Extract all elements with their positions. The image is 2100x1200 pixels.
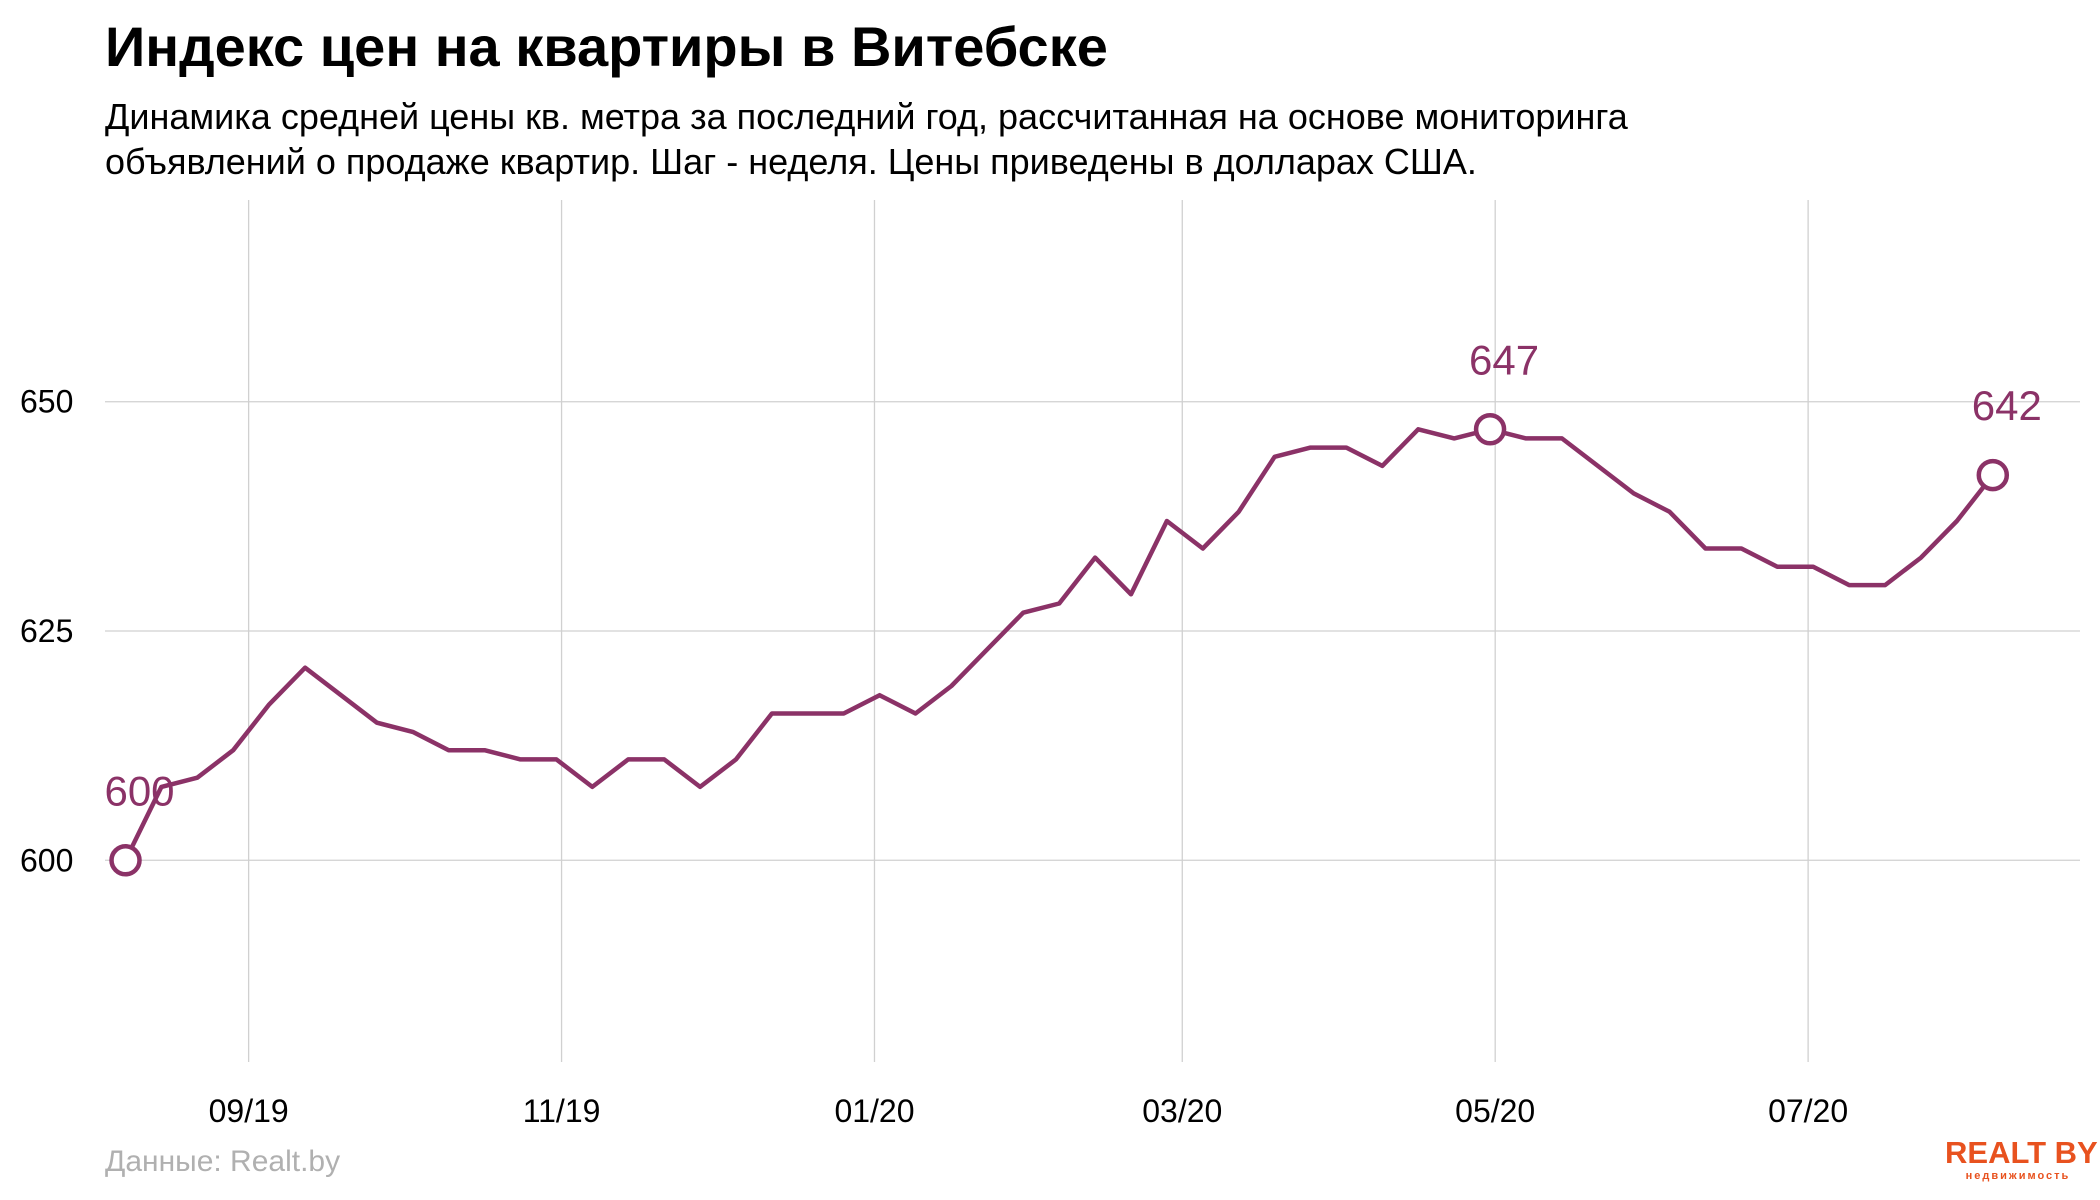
highlight-point — [109, 844, 142, 877]
annotation-layer: 600 647 642 — [104, 336, 2042, 877]
grid-layer — [105, 200, 2080, 1062]
tick-label-layer: 09/19 11/19 01/20 03/20 05/20 07/20 600 625 650 — [20, 384, 1848, 1129]
chart-subtitle: Динамика средней цены кв. метра за после… — [105, 94, 1628, 184]
y-tick-label: 625 — [20, 613, 73, 649]
highlight-point — [1976, 458, 2010, 492]
data-label: 647 — [1469, 336, 1539, 383]
x-tick-label: 01/20 — [834, 1093, 914, 1129]
x-tick-label: 05/20 — [1455, 1093, 1535, 1129]
subtitle-line-1: Динамика средней цены кв. метра за после… — [105, 96, 1628, 137]
x-tick-label: 11/19 — [523, 1093, 601, 1129]
x-tick-label: 03/20 — [1142, 1093, 1222, 1129]
y-tick-label: 600 — [20, 842, 73, 878]
x-tick-label: 07/20 — [1768, 1093, 1848, 1129]
data-source-note: Данные: Realt.by — [105, 1145, 341, 1178]
data-label: 600 — [104, 767, 174, 814]
logo-subtext: недвижимость — [1965, 1170, 2071, 1182]
data-label: 642 — [1972, 382, 2042, 429]
chart-title: Индекс цен на квартиры в Витебске — [105, 15, 1108, 78]
highlight-point — [1473, 413, 1507, 446]
y-tick-label: 650 — [20, 384, 73, 420]
subtitle-line-2: объявлений о продаже квартир. Шаг - неде… — [105, 141, 1477, 182]
price-index-line — [123, 427, 1996, 863]
series-layer — [123, 427, 1996, 863]
logo-text: REALT BY — [1945, 1135, 2098, 1170]
realt-logo: REALT BY недвижимость — [1945, 1135, 2098, 1183]
x-tick-label: 09/19 — [209, 1093, 289, 1129]
